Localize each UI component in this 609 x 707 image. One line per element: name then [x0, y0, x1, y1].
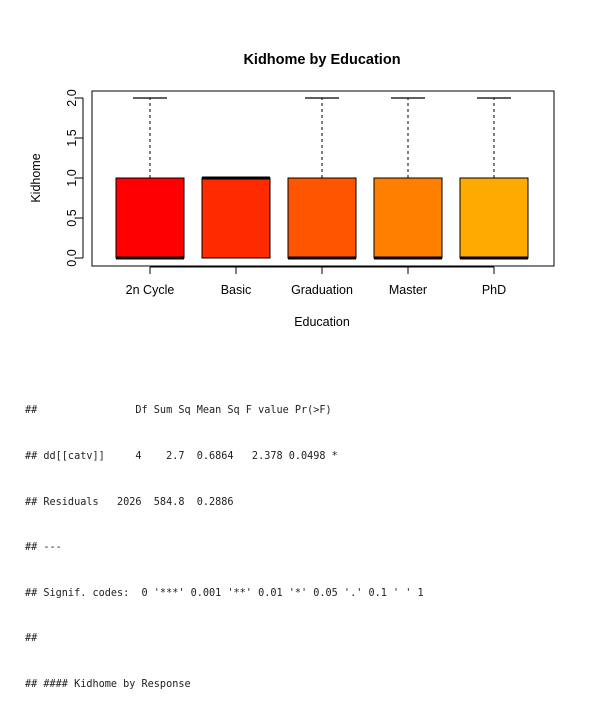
console-line: ## #### Kidhome by Response	[25, 678, 191, 690]
box-3	[373, 97, 443, 260]
box-2	[287, 97, 357, 260]
y-tick-label: 1.5	[65, 129, 79, 146]
console-line: ## Df Sum Sq Mean Sq F value Pr(>F)	[25, 405, 344, 417]
box-4	[459, 97, 529, 260]
boxplot-chart: Kidhome by Education Education Kidhome 0…	[29, 52, 555, 329]
box-rect	[201, 177, 271, 259]
chart-title: Kidhome by Education	[243, 52, 400, 68]
box-rect	[373, 177, 443, 259]
y-tick-label: 1.0	[65, 169, 79, 186]
console-line: ## Signif. codes: 0 '***' 0.001 '**' 0.0…	[25, 587, 424, 599]
y-axis-label: Kidhome	[29, 153, 43, 202]
y-tick-label: 2.0	[65, 89, 79, 106]
console-line: ## Residuals 2026 584.8 0.2886	[25, 496, 338, 508]
x-tick-label: Basic	[221, 283, 252, 297]
console-line: ## ---	[25, 542, 62, 554]
box-rect	[287, 177, 357, 259]
x-tick-label: PhD	[482, 283, 506, 297]
box-rect	[115, 177, 185, 259]
console-output: ## Df Sum Sq Mean Sq F value Pr(>F) ## d…	[25, 373, 424, 707]
box-rect	[459, 177, 529, 259]
x-tick-label: 2n Cycle	[126, 283, 175, 297]
x-tick-label: Master	[389, 283, 427, 297]
y-tick-label: 0.0	[65, 249, 79, 266]
box-1	[201, 176, 271, 259]
chart-marks: 0.0 0.5 1.0 1.5 2.0 2n Cycle Basic Graduation Ma…	[65, 89, 529, 297]
y-tick-label: 0.5	[65, 209, 79, 226]
console-line: ##	[25, 633, 38, 645]
console-line: ## dd[[catv]] 4 2.7 0.6864 2.378 0.0498 …	[25, 451, 338, 462]
x-tick-label: Graduation	[291, 283, 353, 297]
plot-frame	[91, 90, 555, 267]
box-0	[115, 97, 185, 260]
x-axis-label: Education	[294, 315, 350, 329]
